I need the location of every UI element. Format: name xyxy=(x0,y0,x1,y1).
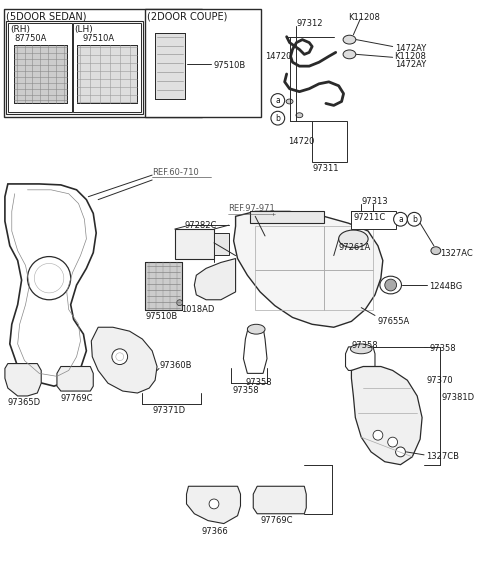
Bar xyxy=(351,211,396,229)
Circle shape xyxy=(112,349,128,364)
Polygon shape xyxy=(234,211,383,327)
Text: 97358: 97358 xyxy=(430,344,456,353)
Polygon shape xyxy=(346,347,375,370)
Text: 97261A: 97261A xyxy=(339,243,371,252)
Circle shape xyxy=(27,257,71,300)
Circle shape xyxy=(177,300,182,305)
Circle shape xyxy=(271,111,285,125)
Bar xyxy=(324,226,373,270)
Circle shape xyxy=(373,430,383,440)
Text: 97510B: 97510B xyxy=(145,312,178,320)
Circle shape xyxy=(396,447,406,457)
Text: 97510A: 97510A xyxy=(83,34,115,42)
Text: 97360B: 97360B xyxy=(159,360,192,370)
Text: 97381D: 97381D xyxy=(442,393,475,402)
Text: 97371D: 97371D xyxy=(152,406,185,415)
Polygon shape xyxy=(5,184,96,386)
Text: 97311: 97311 xyxy=(312,164,339,173)
Text: (RH): (RH) xyxy=(10,25,30,34)
Ellipse shape xyxy=(286,99,293,104)
Text: 14720: 14720 xyxy=(288,137,314,146)
Circle shape xyxy=(209,499,219,509)
Text: 97312: 97312 xyxy=(297,19,323,28)
Bar xyxy=(324,270,373,309)
Circle shape xyxy=(388,437,397,447)
Bar xyxy=(255,226,324,270)
Text: a: a xyxy=(398,215,403,224)
Polygon shape xyxy=(194,258,236,300)
Text: 97365D: 97365D xyxy=(8,398,41,407)
Ellipse shape xyxy=(343,50,356,59)
Text: (5DOOR SEDAN): (5DOOR SEDAN) xyxy=(6,11,86,21)
Ellipse shape xyxy=(350,344,372,354)
Polygon shape xyxy=(145,262,181,309)
Text: 97211C: 97211C xyxy=(353,214,385,222)
Bar xyxy=(255,270,324,309)
Bar xyxy=(4,9,202,117)
Text: a: a xyxy=(276,96,280,105)
Text: (LH): (LH) xyxy=(74,25,93,34)
Bar xyxy=(14,45,67,103)
Text: 14720: 14720 xyxy=(265,52,291,61)
Text: 97769C: 97769C xyxy=(260,515,293,525)
Ellipse shape xyxy=(431,247,441,255)
Bar xyxy=(6,21,144,114)
Ellipse shape xyxy=(247,324,265,334)
Bar xyxy=(77,45,137,103)
Bar xyxy=(175,229,214,258)
Polygon shape xyxy=(351,367,422,465)
Bar xyxy=(72,23,141,113)
Text: 97358: 97358 xyxy=(245,378,272,387)
Bar xyxy=(214,233,228,255)
Text: 97655A: 97655A xyxy=(378,317,410,327)
Text: 1244BG: 1244BG xyxy=(429,282,462,291)
Polygon shape xyxy=(250,211,324,223)
Text: 97366: 97366 xyxy=(201,528,228,537)
Polygon shape xyxy=(57,367,93,391)
Polygon shape xyxy=(91,327,157,393)
Text: K11208: K11208 xyxy=(348,13,380,22)
Text: 1018AD: 1018AD xyxy=(180,305,214,313)
Polygon shape xyxy=(253,486,306,514)
Text: 97510B: 97510B xyxy=(213,61,245,70)
Text: 97358: 97358 xyxy=(233,386,259,395)
Text: REF.97-971: REF.97-971 xyxy=(228,204,275,214)
Ellipse shape xyxy=(380,276,401,294)
Polygon shape xyxy=(77,45,137,103)
Circle shape xyxy=(35,263,64,293)
Text: REF.60-710: REF.60-710 xyxy=(152,168,199,177)
Polygon shape xyxy=(14,45,67,103)
Text: b: b xyxy=(276,114,280,123)
Circle shape xyxy=(385,279,396,291)
Polygon shape xyxy=(243,327,267,373)
Text: 1472AY: 1472AY xyxy=(395,44,426,53)
Circle shape xyxy=(271,94,285,107)
Text: (2DOOR COUPE): (2DOOR COUPE) xyxy=(147,11,228,21)
Text: 1327CB: 1327CB xyxy=(426,452,459,461)
Bar xyxy=(145,262,181,309)
Ellipse shape xyxy=(339,230,368,248)
Circle shape xyxy=(408,212,421,226)
Bar xyxy=(155,33,184,99)
Text: 97769C: 97769C xyxy=(61,394,94,403)
Circle shape xyxy=(116,353,124,360)
Text: 1327AC: 1327AC xyxy=(440,249,472,258)
Bar xyxy=(8,23,72,113)
Polygon shape xyxy=(155,33,184,99)
Text: 87750A: 87750A xyxy=(15,34,47,42)
Text: b: b xyxy=(412,215,417,224)
Text: 97358: 97358 xyxy=(351,341,378,350)
Bar xyxy=(312,121,347,162)
Text: 97313: 97313 xyxy=(361,197,388,205)
Polygon shape xyxy=(5,363,41,396)
Text: K11208: K11208 xyxy=(395,52,427,61)
Polygon shape xyxy=(187,486,240,523)
Text: 97370: 97370 xyxy=(426,377,453,385)
Text: 1472AY: 1472AY xyxy=(395,60,426,69)
Ellipse shape xyxy=(343,35,356,44)
Bar xyxy=(145,9,261,117)
Text: 97282C: 97282C xyxy=(184,221,217,230)
Circle shape xyxy=(394,212,408,226)
Ellipse shape xyxy=(296,113,303,118)
